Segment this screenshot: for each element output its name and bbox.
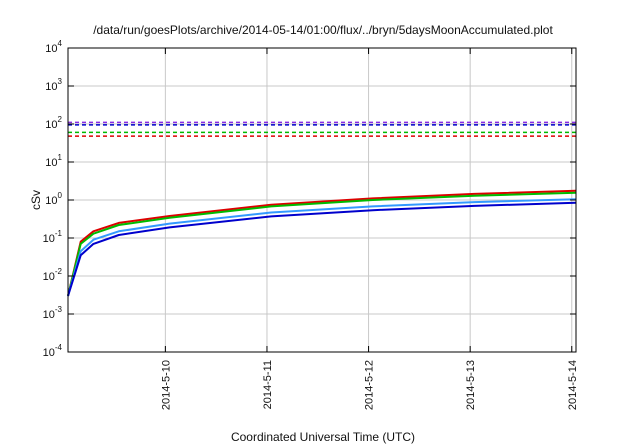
- series-line: [67, 189, 577, 297]
- threshold-lines: [68, 121, 576, 137]
- x-tick-label: 2014-5-11: [262, 360, 274, 409]
- x-tick-label: 2014-5-12: [364, 360, 376, 410]
- y-axis: 10-4 10-3 10-2 10-1 100 101 102 103 104: [43, 39, 576, 359]
- x-tick-label: 2014-5-14: [567, 360, 579, 410]
- y-tick-label: 101: [45, 153, 62, 169]
- x-tick-label: 2014-5-10: [160, 360, 172, 410]
- series-line: [67, 191, 577, 297]
- series-line: [67, 198, 577, 297]
- y-tick-label: 10-3: [43, 305, 63, 321]
- y-tick-label: 10-4: [43, 343, 63, 359]
- series-lines: [67, 189, 577, 297]
- y-tick-label: 102: [45, 115, 62, 131]
- x-tick-label: 2014-5-13: [465, 360, 477, 410]
- x-axis: 2014-5-10 2014-5-11 2014-5-12 2014-5-13 2014…: [160, 48, 579, 410]
- y-axis-label: cSv: [29, 190, 43, 210]
- y-tick-label: 10-1: [43, 229, 63, 245]
- y-tick-label: 104: [45, 39, 62, 55]
- y-tick-label: 100: [45, 191, 62, 207]
- y-tick-label: 10-2: [43, 267, 63, 283]
- series-line: [67, 201, 577, 297]
- grid: [68, 48, 576, 352]
- x-axis-label: Coordinated Universal Time (UTC): [231, 430, 415, 444]
- chart-title: /data/run/goesPlots/archive/2014-05-14/0…: [93, 23, 553, 37]
- y-tick-label: 103: [45, 77, 62, 93]
